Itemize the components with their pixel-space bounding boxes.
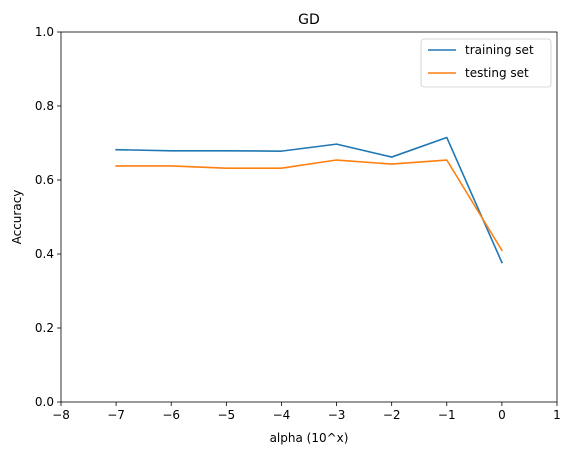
x-tick-label: −3 <box>328 408 346 422</box>
x-tick-label: 0 <box>498 408 506 422</box>
x-tick-label: 1 <box>553 408 561 422</box>
series-line-training <box>115 136 503 264</box>
chart-title: GD <box>298 12 320 28</box>
x-tick-label: −8 <box>52 408 70 422</box>
x-tick-label: −6 <box>162 408 180 422</box>
y-tick-label: 1.0 <box>35 25 54 39</box>
y-tick-label: 0.8 <box>35 99 54 113</box>
y-tick-label: 0.2 <box>35 321 54 335</box>
y-tick-label: 0.6 <box>35 173 54 187</box>
legend-label-training: training set <box>465 43 534 57</box>
legend-label-testing: testing set <box>465 66 529 80</box>
series-layer <box>115 136 503 264</box>
x-axis: −8 −7 −6 −5 −4 −3 −2 −1 0 1 <box>52 402 561 422</box>
y-tick-label: 0.0 <box>35 395 54 409</box>
x-axis-title: alpha (10^x) <box>270 431 349 445</box>
x-tick-label: −5 <box>217 408 235 422</box>
legend-box <box>420 38 552 88</box>
x-tick-label: −2 <box>383 408 401 422</box>
plot-area <box>61 32 557 402</box>
x-tick-label: −1 <box>438 408 456 422</box>
x-tick-label: −7 <box>107 408 125 422</box>
y-axis: 0.0 0.2 0.4 0.6 0.8 1.0 <box>35 25 61 409</box>
series-line-testing <box>115 159 503 252</box>
plot-frame <box>60 31 558 403</box>
legend: training set testing set <box>420 38 552 88</box>
x-tick-label: −4 <box>273 408 291 422</box>
y-tick-label: 0.4 <box>35 247 54 261</box>
y-axis-title: Accuracy <box>10 190 24 245</box>
